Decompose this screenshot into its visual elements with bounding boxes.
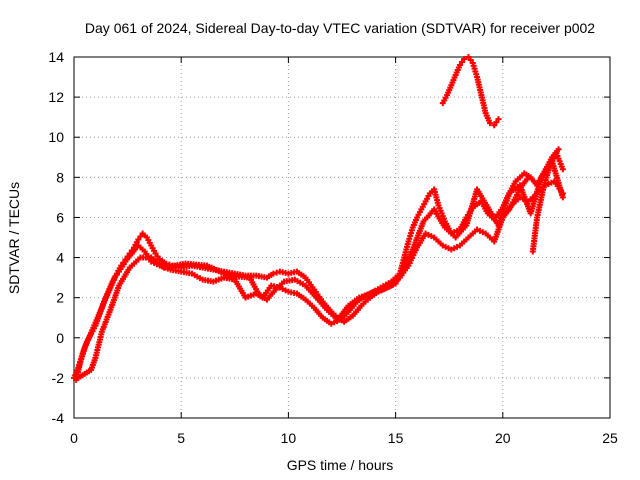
y-tick-label: 0 bbox=[56, 330, 64, 346]
data-point bbox=[273, 269, 280, 276]
data-point bbox=[486, 120, 493, 127]
y-tick-labels: -4 -2 0 2 4 6 8 10 12 14 bbox=[48, 49, 64, 426]
data-point bbox=[465, 54, 472, 60]
y-tick-label: -2 bbox=[52, 370, 65, 386]
series-sdtvar-track-c bbox=[439, 54, 566, 255]
chart-title: Day 061 of 2024, Sidereal Day-to-day VTE… bbox=[85, 20, 595, 36]
x-tick-label: 15 bbox=[388, 430, 404, 446]
data-point bbox=[456, 62, 463, 69]
y-axis-label: SDTVAR / TECUs bbox=[6, 182, 22, 294]
x-tick-label: 10 bbox=[281, 430, 297, 446]
data-point bbox=[137, 233, 144, 240]
y-tick-label: -4 bbox=[52, 410, 65, 426]
data-point bbox=[491, 122, 498, 129]
y-tick-label: 8 bbox=[56, 169, 64, 185]
y-tick-label: 12 bbox=[48, 89, 64, 105]
data-point bbox=[459, 59, 466, 66]
data-point bbox=[152, 250, 159, 257]
series-sdtvar-track-d bbox=[75, 158, 566, 381]
x-tick-label: 0 bbox=[70, 430, 78, 446]
data-point bbox=[495, 116, 502, 123]
y-tick-label: 2 bbox=[56, 290, 64, 306]
data-point bbox=[559, 166, 566, 173]
data-point bbox=[559, 194, 566, 201]
y-tick-label: 4 bbox=[56, 250, 64, 266]
data-point bbox=[111, 274, 118, 281]
data-point bbox=[154, 253, 161, 260]
x-axis-label: GPS time / hours bbox=[287, 457, 394, 473]
y-tick-label: 10 bbox=[48, 129, 64, 145]
x-tick-label: 20 bbox=[495, 430, 511, 446]
data-point bbox=[493, 119, 500, 126]
data-point bbox=[555, 146, 562, 153]
y-tick-label: 14 bbox=[48, 49, 64, 65]
grid-lines bbox=[74, 57, 610, 418]
y-tick-label: 6 bbox=[56, 209, 64, 225]
plot-frame bbox=[73, 56, 611, 419]
data-point bbox=[113, 271, 120, 278]
x-tick-label: 5 bbox=[177, 430, 185, 446]
x-tick-labels: 0 5 10 15 20 25 bbox=[70, 430, 618, 446]
data-point bbox=[461, 56, 468, 63]
x-tick-label: 25 bbox=[602, 430, 618, 446]
data-point bbox=[270, 270, 277, 277]
data-points bbox=[71, 54, 566, 383]
data-point bbox=[135, 236, 142, 243]
data-point bbox=[525, 174, 532, 181]
data-point bbox=[467, 57, 474, 64]
